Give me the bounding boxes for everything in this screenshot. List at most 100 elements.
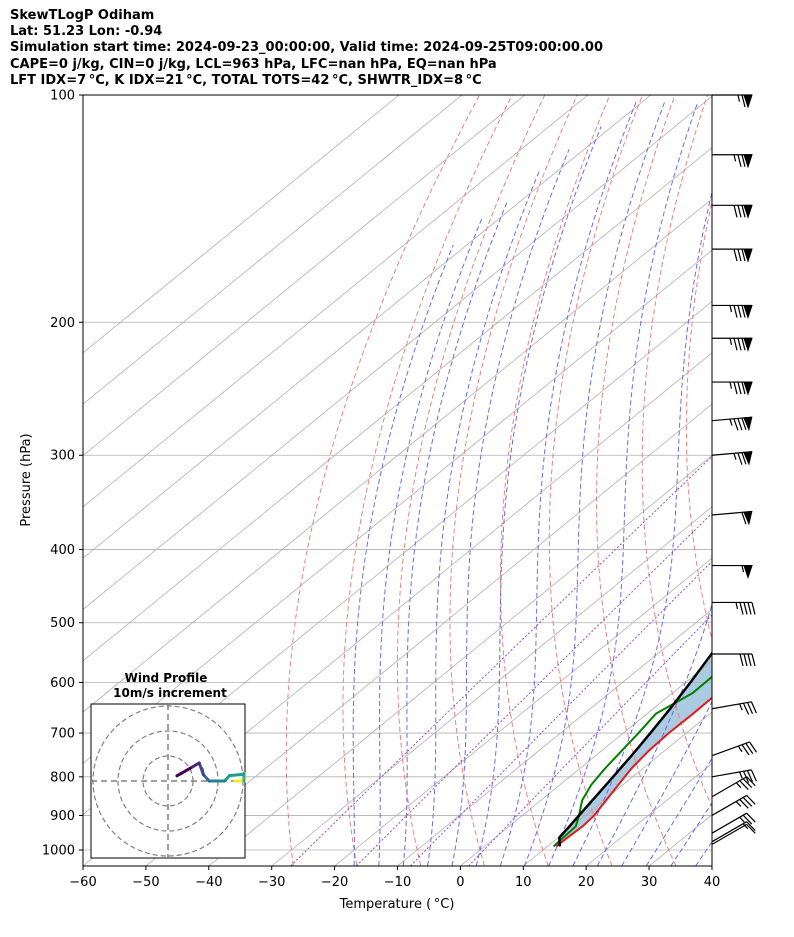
isotherm-line [83,147,712,662]
moist-adiabat-line [596,602,712,866]
x-tick-label: −10 [384,875,411,890]
y-tick-label: 300 [50,449,75,464]
moist-adiabat-line [499,101,637,866]
wind-barb [711,701,757,715]
stability-parameters: CAPE=0 j/kg, CIN=0 j/kg, LCL=963 hPa, LF… [10,56,497,72]
isotherm-line [397,608,712,866]
isotherm-line [83,95,712,610]
dewpoint-line [552,675,712,848]
isotherm-line [648,814,712,866]
y-tick-label: 800 [50,770,75,785]
y-tick-label: 500 [50,616,75,631]
simulation-time: Simulation start time: 2024-09-23_00:00:… [10,40,603,56]
y-tick-label: 1000 [42,844,75,859]
moist-adiabat-line [572,190,712,866]
moist-adiabat-line [451,149,570,866]
y-tick-label: 700 [50,727,75,742]
moist-adiabat-line [352,244,454,866]
x-tick-label: −30 [258,875,285,890]
isotherm-line [83,95,651,559]
location-coordinates: Lat: 51.23 Lon: -0.94 [10,24,163,40]
isotherm-line [83,198,712,713]
wind-barb [711,776,756,798]
wind-barb [711,769,757,783]
isotherm-line [145,403,712,866]
x-tick-label: −20 [321,875,348,890]
x-tick-label: −40 [195,875,222,890]
dry-adiabat-line [397,95,546,866]
mixing-ratio-line [410,560,712,866]
isotherm-line [83,95,589,508]
dry-adiabat-line [771,93,794,866]
wind-barb [712,653,756,667]
isotherm-line [711,865,712,866]
wind-barb [712,154,753,169]
wind-barb [712,204,753,219]
wind-barb [712,94,753,109]
hodograph-inset: Wind Profile 10m/s increment [90,671,246,859]
dry-adiabat-line [685,199,712,642]
x-axis-ticks: −60 −50 −40 −30 −20 −10 0 10 20 30 40 [69,866,720,890]
y-axis-ticks: 100 200 300 400 500 600 700 800 900 1000 [42,89,83,859]
isotherm-line [83,95,463,405]
hodograph-trace-segment [197,761,205,777]
wind-barb [711,821,756,843]
isotherm-line [83,95,400,354]
x-tick-label: −50 [132,875,159,890]
wind-barb [712,248,753,263]
moist-adiabat-line [427,170,540,866]
wind-barb [711,794,756,816]
moist-adiabat-line [670,802,712,866]
wind-barb [712,337,753,352]
dry-adiabat-line [500,95,611,866]
y-tick-label: 400 [50,543,75,558]
temperature-line [555,696,712,848]
moist-adiabat-line [475,126,602,866]
dry-adiabat-line [342,95,513,866]
x-tick-label: 10 [515,875,532,890]
wind-barb [711,451,753,466]
hodograph-title: Wind Profile [125,671,208,685]
isotherm-line [271,506,712,866]
mixing-ratio-line [290,455,712,866]
wind-barb [712,564,753,580]
hodograph-trace-segment [188,761,201,770]
isotherm-line [460,660,712,866]
wind-barb [711,416,753,432]
isotherm-line [208,454,712,866]
x-tick-label: 0 [456,875,464,890]
dry-adiabat-line [596,95,677,866]
sounding-profiles [552,651,712,848]
dry-adiabat-line [285,95,481,866]
moist-adiabat-line [378,218,483,866]
hodograph-trace-segment [227,772,246,778]
wind-barb [712,601,756,615]
wind-barb [712,304,753,320]
isotherm-line [775,95,794,866]
moist-adiabats [352,101,794,867]
moist-adiabat-line [720,102,794,867]
chart-title: SkewTLogP Odiham [10,8,155,23]
wind-barb [711,823,756,845]
wind-barb [711,812,756,834]
x-tick-label: −60 [69,875,96,890]
dry-adiabat-line [449,95,578,866]
y-tick-label: 200 [50,316,75,331]
y-tick-label: 100 [50,89,75,104]
moist-adiabat-line [524,101,666,866]
hodograph-trace-segment [179,766,192,775]
isotherm-line [334,557,712,866]
hodograph-trace-segment [175,771,183,778]
moist-adiabat-line [402,200,509,866]
wind-barbs [711,94,758,845]
wind-barb [711,741,758,757]
x-tick-label: 40 [704,875,721,890]
isotherm-line [83,95,526,456]
moist-adiabat-line [745,102,794,867]
y-tick-label: 600 [50,676,75,691]
chart-header: SkewTLogP Odiham Lat: 51.23 Lon: -0.94 S… [10,8,603,89]
isotherm-line [523,711,712,866]
wind-barb [712,381,753,396]
mixing-ratio-line [355,512,712,866]
